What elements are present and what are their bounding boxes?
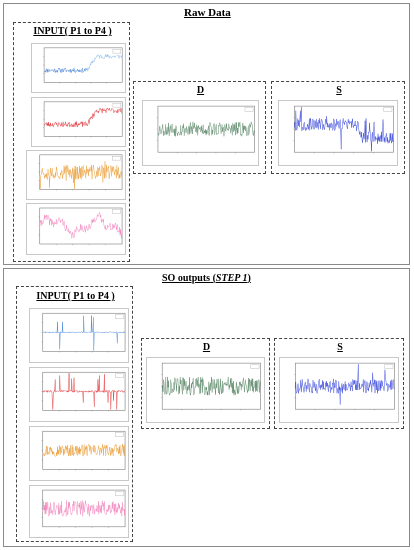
signal-line bbox=[40, 213, 122, 239]
legend-box bbox=[112, 156, 121, 161]
raw-d-plot bbox=[142, 100, 259, 166]
so-d-plot bbox=[146, 357, 265, 423]
raw-p4-plot bbox=[26, 203, 126, 255]
so-outputs-step: STEP 1 bbox=[215, 273, 248, 284]
signal-line bbox=[162, 377, 260, 395]
legend-box bbox=[383, 107, 393, 112]
raw-p3-plot bbox=[26, 150, 126, 200]
raw-d-group: D bbox=[133, 81, 266, 174]
plot-frame bbox=[161, 362, 261, 410]
signal-line bbox=[44, 108, 122, 127]
raw-data-panel: Raw Data INPUT( P1 to P4 ) D S bbox=[3, 3, 410, 265]
so-input-group: INPUT( P1 to P4 ) bbox=[16, 286, 133, 542]
signal-line bbox=[43, 500, 125, 516]
so-outputs-panel: SO outputs (STEP 1) INPUT( P1 to P4 ) D … bbox=[3, 268, 410, 547]
legend-box bbox=[112, 103, 122, 108]
signal-line bbox=[43, 316, 125, 351]
raw-input-label: INPUT( P1 to P4 ) bbox=[33, 26, 112, 37]
so-s-label: S bbox=[337, 342, 343, 353]
legend-box bbox=[384, 364, 394, 369]
signal-line bbox=[43, 444, 125, 456]
so-d-group: D bbox=[141, 338, 270, 429]
raw-input-group: INPUT( P1 to P4 ) bbox=[13, 22, 130, 262]
legend-box bbox=[244, 107, 254, 112]
raw-s-plot bbox=[278, 100, 398, 166]
plot-frame bbox=[42, 371, 126, 411]
plot-frame bbox=[43, 101, 123, 137]
so-p4-plot bbox=[29, 485, 129, 538]
legend-box bbox=[112, 49, 122, 54]
signal-line bbox=[40, 161, 122, 188]
plot-frame bbox=[43, 47, 123, 83]
so-p3-plot bbox=[29, 426, 129, 481]
raw-data-title: Raw Data bbox=[184, 7, 231, 19]
so-outputs-title: SO outputs (STEP 1) bbox=[162, 273, 251, 284]
so-p1-plot bbox=[29, 308, 129, 363]
signal-line bbox=[294, 107, 393, 151]
signal-line bbox=[87, 54, 122, 71]
legend-box bbox=[115, 373, 124, 378]
legend-box bbox=[115, 432, 124, 437]
plot-frame bbox=[42, 430, 126, 470]
legend-box bbox=[115, 314, 124, 319]
plot-frame bbox=[42, 312, 126, 352]
raw-p2-plot bbox=[31, 97, 126, 147]
raw-s-label: S bbox=[336, 85, 342, 96]
signal-line bbox=[295, 364, 394, 405]
plot-frame bbox=[294, 105, 394, 153]
raw-s-group: S bbox=[271, 81, 405, 174]
so-d-label: D bbox=[202, 342, 211, 353]
signal-line bbox=[44, 68, 87, 73]
plot-frame bbox=[39, 154, 123, 190]
legend-box bbox=[250, 364, 260, 369]
signal-line bbox=[158, 122, 255, 137]
raw-d-label: D bbox=[196, 85, 205, 96]
legend-box bbox=[115, 491, 124, 496]
so-p2-plot bbox=[29, 367, 129, 422]
raw-p1-plot bbox=[31, 43, 126, 93]
so-input-label: INPUT( P1 to P4 ) bbox=[36, 291, 115, 302]
legend-box bbox=[112, 209, 121, 214]
so-s-group: S bbox=[274, 338, 404, 429]
signal-line bbox=[43, 373, 125, 410]
so-s-plot bbox=[279, 357, 399, 423]
so-outputs-title-text: SO outputs bbox=[162, 273, 211, 284]
